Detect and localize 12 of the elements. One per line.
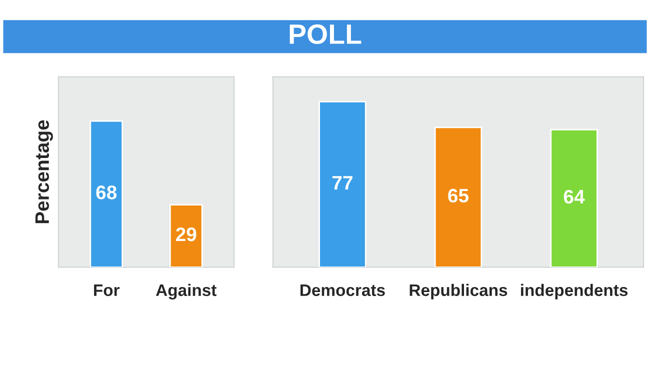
x-tick-label: Republicans xyxy=(410,284,508,300)
data-label: 65 xyxy=(448,188,469,203)
data-label: 64 xyxy=(564,190,585,204)
x-tick-label: Against xyxy=(156,284,216,300)
y-axis-title: Percentage xyxy=(35,120,53,224)
x-tick-label: For xyxy=(94,284,120,296)
data-label: 77 xyxy=(332,176,352,190)
data-label: 29 xyxy=(176,227,196,242)
x-tick-label: independents xyxy=(521,284,628,300)
data-label: 68 xyxy=(96,186,117,200)
chart-title: POLL xyxy=(290,24,362,44)
x-tick-label: Democrats xyxy=(300,284,385,296)
